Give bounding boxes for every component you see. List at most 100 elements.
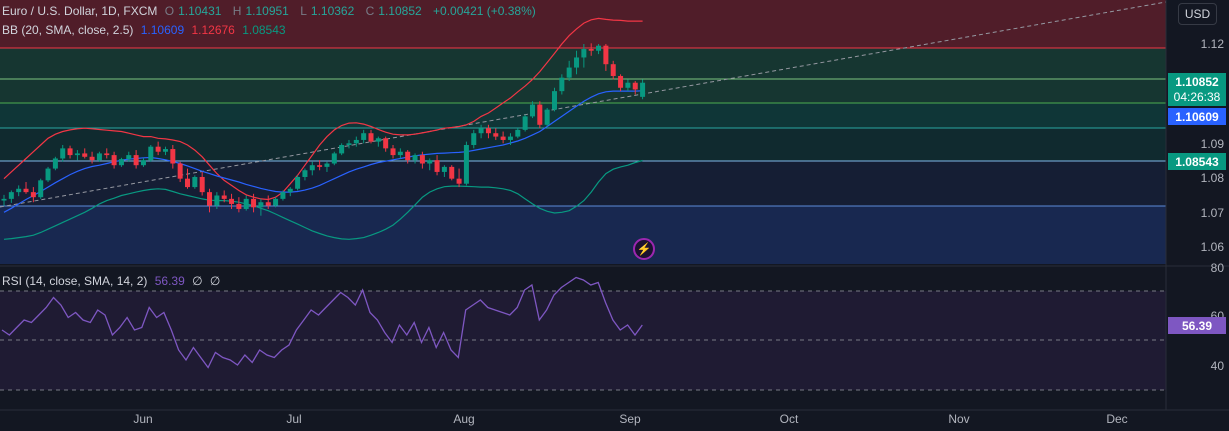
candle — [559, 74, 565, 95]
candle — [265, 195, 271, 209]
candle-body — [111, 155, 117, 166]
candle-body — [544, 109, 550, 125]
candle-body — [38, 180, 44, 198]
candle — [441, 165, 447, 177]
symbol-title[interactable]: Euro / U.S. Dollar, 1D, FXCM — [2, 4, 158, 18]
candle — [574, 50, 580, 75]
currency-label[interactable]: USD — [1177, 3, 1218, 25]
candle — [500, 131, 506, 144]
candle-body — [162, 149, 168, 152]
candle — [640, 79, 646, 100]
rsi-badge-label: 56.39 — [1182, 319, 1212, 333]
candle — [258, 198, 264, 216]
candle-body — [471, 133, 477, 145]
candle-body — [258, 202, 264, 208]
candle-body — [588, 49, 594, 51]
candle — [74, 150, 80, 161]
candle-body — [214, 195, 220, 206]
candle-body — [632, 82, 638, 90]
candle — [199, 171, 205, 196]
candle — [104, 148, 110, 159]
bb-basis-badge — [1168, 108, 1226, 125]
rsi-pane — [0, 265, 1229, 391]
bb-upper-value: 1.12676 — [191, 23, 235, 37]
candle — [552, 87, 557, 112]
rsi-extra-1: ∅ — [192, 274, 203, 288]
candle-body — [559, 77, 565, 92]
open-value: 1.10431 — [178, 4, 222, 18]
x-tick-aug: Aug — [453, 412, 474, 426]
candle — [471, 129, 477, 149]
candle-body — [89, 156, 95, 161]
candle — [126, 151, 132, 162]
candle-body — [126, 155, 132, 160]
candle-body — [331, 153, 337, 164]
rsi-legend[interactable]: RSI (14, close, SMA, 14, 2) 56.39 ∅ ∅ — [2, 274, 224, 288]
candle — [133, 150, 139, 169]
open-label: O — [164, 4, 175, 18]
candle — [596, 44, 602, 55]
candle-body — [243, 198, 249, 209]
bb-basis-line — [3, 90, 643, 213]
bb-title[interactable]: BB (20, SMA, close, 2.5) — [2, 23, 134, 37]
candle-body — [383, 138, 389, 149]
candle-body — [118, 159, 124, 166]
x-tick-jun: Jun — [133, 412, 152, 426]
candle-body — [280, 192, 286, 199]
candle — [111, 151, 117, 169]
candle — [463, 141, 469, 186]
candle — [544, 107, 550, 127]
candle — [243, 195, 249, 211]
candle — [295, 175, 301, 191]
candle-body — [30, 192, 36, 198]
candle — [207, 188, 213, 213]
candle — [331, 151, 337, 166]
candle-body — [287, 188, 293, 193]
candle — [478, 124, 484, 139]
candle-body — [45, 168, 51, 181]
countdown-label: 04:26:38 — [1174, 90, 1221, 104]
candle-body — [1, 198, 7, 201]
time-axis[interactable]: Jun Jul Aug Sep Oct Nov Dec — [0, 409, 1229, 426]
bb-lower-value: 1.08543 — [242, 23, 286, 37]
bb-legend[interactable]: BB (20, SMA, close, 2.5) 1.10609 1.12676… — [2, 23, 290, 37]
candle-body — [515, 129, 521, 137]
candle — [273, 197, 279, 208]
candle — [405, 150, 411, 164]
rsi-line — [1, 276, 643, 369]
bb-basis-value: 1.10609 — [140, 23, 185, 37]
candle-body — [23, 188, 29, 193]
candle — [397, 148, 403, 159]
currency-selector[interactable]: USD — [1166, 0, 1229, 28]
candle — [339, 143, 345, 156]
trendline[interactable] — [0, 1, 1167, 208]
rsi-title[interactable]: RSI (14, close, SMA, 14, 2) — [2, 274, 148, 288]
candle — [434, 155, 440, 176]
bb-basis-label: 1.10609 — [1175, 110, 1219, 124]
candle-body — [574, 57, 580, 68]
candle-body — [529, 104, 535, 117]
candle — [522, 114, 528, 132]
candle — [603, 44, 609, 71]
lightning-icon[interactable]: ⚡ — [633, 238, 655, 260]
candle — [60, 145, 66, 162]
candle-body — [485, 128, 491, 134]
candle — [302, 168, 308, 181]
candle — [419, 151, 425, 169]
candle — [317, 160, 323, 171]
price-axis[interactable]: 1.12 1.09 1.08 1.07 1.06 80 60 40 1.1085… — [1165, 0, 1226, 410]
candle — [375, 136, 381, 147]
candle — [390, 145, 396, 159]
candle-body — [309, 165, 315, 171]
candle — [361, 129, 367, 144]
candle — [588, 43, 594, 56]
candle-body — [74, 153, 80, 156]
zone-blue — [0, 206, 1166, 264]
candle — [67, 145, 73, 159]
y-tick-1-08: 1.08 — [1201, 171, 1225, 185]
rsi-value: 56.39 — [154, 274, 185, 288]
close-value: 1.10852 — [378, 4, 422, 18]
candle-body — [346, 143, 352, 145]
